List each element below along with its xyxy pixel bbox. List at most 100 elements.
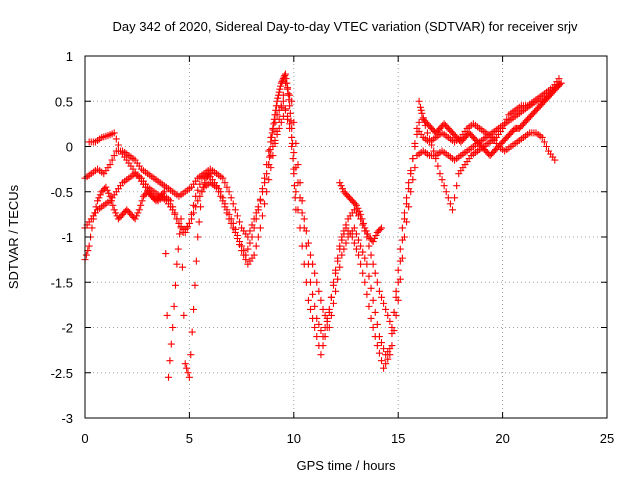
- data-point: [332, 287, 340, 295]
- data-point: [227, 194, 235, 202]
- data-point: [248, 233, 256, 241]
- data-point: [225, 188, 233, 196]
- data-point: [190, 305, 198, 313]
- data-point: [357, 260, 365, 268]
- data-point: [367, 251, 375, 259]
- data-point: [223, 206, 231, 214]
- data-point: [254, 233, 262, 241]
- data-point: [557, 79, 565, 87]
- data-point: [290, 182, 298, 190]
- data-point: [334, 275, 342, 283]
- data-point: [380, 299, 388, 307]
- data-point: [185, 219, 193, 227]
- data-point: [110, 152, 118, 160]
- data-point: [288, 133, 296, 141]
- data-point: [273, 127, 281, 135]
- data-point: [288, 139, 296, 147]
- data-point: [398, 224, 406, 232]
- data-point: [400, 233, 408, 241]
- data-point: [256, 224, 264, 232]
- data-point: [338, 251, 346, 259]
- data-point: [134, 209, 142, 217]
- data-point: [376, 225, 384, 233]
- data-point: [359, 269, 367, 277]
- data-point: [432, 155, 440, 163]
- data-point: [340, 230, 348, 238]
- data-point: [411, 164, 419, 172]
- data-point: [175, 219, 183, 227]
- data-point: [339, 185, 347, 193]
- x-tick-label: 5: [186, 431, 193, 446]
- data-point: [252, 242, 260, 250]
- data-point: [267, 138, 275, 146]
- data-point: [82, 251, 90, 259]
- data-point: [107, 197, 115, 205]
- data-point: [217, 188, 225, 196]
- data-point: [192, 257, 200, 265]
- data-point: [302, 227, 310, 235]
- data-point: [315, 320, 323, 328]
- data-point: [110, 206, 118, 214]
- y-tick-label: -2: [61, 321, 73, 336]
- data-point: [336, 179, 344, 187]
- data-point: [396, 245, 404, 253]
- data-point: [272, 102, 280, 110]
- data-point: [160, 188, 168, 196]
- data-point: [384, 311, 392, 319]
- data-point: [201, 179, 209, 187]
- data-point: [275, 88, 283, 96]
- data-point: [302, 278, 310, 286]
- y-tick-label: -1.5: [51, 275, 73, 290]
- data-point: [180, 311, 188, 319]
- data-point: [334, 254, 342, 262]
- data-point: [407, 188, 415, 196]
- data-point: [171, 209, 179, 217]
- data-point: [286, 102, 294, 110]
- data-point: [348, 233, 356, 241]
- data-point: [365, 302, 373, 310]
- data-point: [190, 201, 198, 209]
- y-tick-label: -3: [61, 411, 73, 426]
- data-point: [359, 248, 367, 256]
- data-point: [269, 152, 277, 160]
- data-point: [405, 203, 413, 211]
- data-point: [317, 327, 325, 335]
- data-point: [219, 174, 227, 182]
- data-point: [191, 281, 199, 289]
- data-point: [352, 230, 360, 238]
- data-point: [227, 215, 235, 223]
- x-axis-label: GPS time / hours: [297, 458, 396, 473]
- data-point: [199, 183, 207, 191]
- data-point: [258, 185, 266, 193]
- data-point: [361, 224, 369, 232]
- data-point: [371, 235, 379, 243]
- data-point: [373, 320, 381, 328]
- data-point: [361, 278, 369, 286]
- data-point: [287, 117, 295, 125]
- data-point: [231, 206, 239, 214]
- data-point: [279, 76, 287, 84]
- data-point: [392, 287, 400, 295]
- data-point: [284, 84, 292, 92]
- data-point: [369, 296, 377, 304]
- x-tick-label: 10: [287, 431, 301, 446]
- data-point: [364, 230, 372, 238]
- data-point: [332, 266, 340, 274]
- data-point: [225, 210, 233, 218]
- y-tick-label: 0.5: [55, 94, 73, 109]
- data-point: [89, 215, 97, 223]
- data-point: [373, 342, 381, 350]
- data-point: [281, 105, 289, 113]
- data-point: [315, 287, 323, 295]
- data-point: [311, 269, 319, 277]
- data-point: [288, 143, 296, 150]
- data-point: [311, 324, 319, 331]
- data-point: [444, 194, 452, 202]
- data-point: [390, 308, 398, 316]
- data-point: [162, 250, 170, 258]
- data-point: [106, 192, 114, 200]
- data-point: [169, 324, 177, 331]
- data-point: [169, 203, 177, 211]
- data-point: [436, 170, 444, 178]
